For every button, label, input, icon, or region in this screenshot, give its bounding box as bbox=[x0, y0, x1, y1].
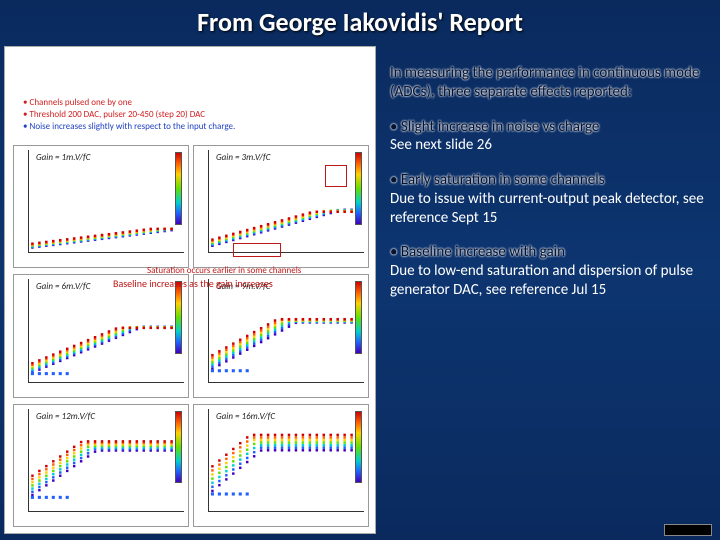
chart-grid: Gain = 1m.V/fC Gain = 3m.V/fC Gain = 6m.… bbox=[13, 145, 369, 527]
bullet-body: See next slide 26 bbox=[390, 136, 710, 155]
bullet-point: • Slight increase in noise vs charge See… bbox=[390, 118, 710, 156]
mini-chart: Gain = 3m.V/fC bbox=[193, 145, 369, 268]
note-line: • Channels pulsed one by one bbox=[23, 97, 235, 109]
bullet-head: • Slight increase in noise vs charge bbox=[390, 118, 710, 137]
footer-logo bbox=[664, 524, 712, 536]
mini-chart: Gain = 16m.V/fC bbox=[193, 404, 369, 527]
bullet-head: • Baseline increase with gain bbox=[390, 243, 710, 262]
note-text: Channels pulsed one by one bbox=[30, 97, 132, 108]
note-line: • Threshold 200 DAC, pulser 20-450 (step… bbox=[23, 109, 235, 121]
bullet-head: • Early saturation in some channels bbox=[390, 171, 710, 190]
chart-notes: • Channels pulsed one by one • Threshold… bbox=[23, 97, 235, 133]
mini-chart: Gain = 1m.V/fC bbox=[13, 145, 189, 268]
annotation-saturation: Saturation occurs earlier in some channe… bbox=[147, 265, 301, 276]
intro-text: In measuring the performance in continuo… bbox=[390, 64, 710, 102]
annotation-box-saturation bbox=[325, 165, 347, 187]
bullet-point: • Baseline increase with gain Due to low… bbox=[390, 243, 710, 299]
annotation-baseline: Baseline increases as the gain increases bbox=[113, 277, 273, 290]
chart-panel: • Channels pulsed one by one • Threshold… bbox=[4, 46, 376, 534]
right-text-block: In measuring the performance in continuo… bbox=[390, 64, 710, 316]
note-text: Threshold 200 DAC, pulser 20-450 (step 2… bbox=[30, 109, 206, 120]
note-line: • Noise increases slightly with respect … bbox=[23, 121, 235, 133]
annotation-box-baseline bbox=[233, 243, 281, 257]
bullet-body: Due to issue with current-output peak de… bbox=[390, 190, 710, 228]
slide-title: From George Iakovidis' Report bbox=[0, 6, 720, 38]
mini-chart: Gain = 9m.V/fC bbox=[193, 274, 369, 397]
bullet-body: Due to low-end saturation and dispersion… bbox=[390, 262, 710, 300]
bullet-point: • Early saturation in some channels Due … bbox=[390, 171, 710, 227]
mini-chart: Gain = 12m.V/fC bbox=[13, 404, 189, 527]
note-text: Noise increases slightly with respect to… bbox=[30, 121, 236, 132]
mini-chart: Gain = 6m.V/fC bbox=[13, 274, 189, 397]
